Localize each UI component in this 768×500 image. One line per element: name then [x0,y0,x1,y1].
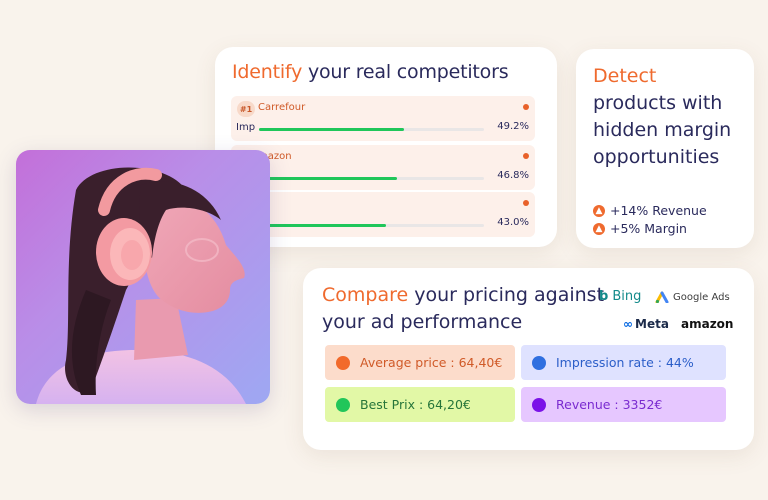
detect-title-rest: products with hidden margin opportunitie… [593,92,732,168]
identify-title-accent: Identify [232,61,303,83]
impression-percent: 46.8% [497,170,529,181]
impression-percent: 49.2% [497,121,529,132]
revenue-text: Revenue : 3352€ [556,397,663,412]
meta-logo: ∞ Meta [623,317,669,331]
bing-logo: b Bing [599,289,641,304]
detect-opportunities-card: Detect products with hidden margin oppor… [576,49,754,248]
blue-dot-icon [532,355,546,370]
identify-competitors-card: Identify your real competitors #1 Carref… [215,47,557,247]
google-ads-icon [655,291,669,303]
competitor-row[interactable]: #1 Carrefour Imp 49.2% [231,96,535,141]
status-dot [523,200,529,206]
impression-percent: 43.0% [497,217,529,228]
woman-headphones-photo [16,150,270,404]
impression-bar-track [259,128,484,131]
compare-card-title: Compare your pricing against your ad per… [322,282,622,336]
google-ads-logo: Google Ads [655,291,730,303]
competitor-row[interactable]: mazon 46.8% [231,145,535,190]
impression-bar-fill [259,177,397,180]
photo-illustration [36,167,246,404]
impression-rate-chip: Impression rate : 44% [521,345,726,380]
compare-title-accent: Compare [322,284,409,306]
amazon-logo: amazon [681,317,733,331]
amazon-logo-text: amazon [681,317,734,331]
rank-badge: #1 [237,101,255,117]
arrow-up-icon: ▲ [593,204,605,217]
margin-stat: ▲ +5% Margin [593,221,687,236]
green-dot-icon [336,397,350,412]
revenue-chip: Revenue : 3352€ [521,387,726,422]
bing-icon: b [599,289,609,304]
best-prix-text: Best Prix : 64,20€ [360,397,471,412]
meta-icon: ∞ [623,317,633,331]
arrow-up-icon: ▲ [593,222,605,235]
competitor-metric-label: Imp [236,122,256,133]
bing-logo-text: Bing [612,289,642,304]
impression-bar-track [259,177,484,180]
impression-rate-text: Impression rate : 44% [556,355,694,370]
identify-card-title: Identify your real competitors [232,61,509,83]
orange-dot-icon [336,355,350,370]
compare-title-rest: your pricing against your ad performance [322,284,605,333]
average-price-chip: Average price : 64,40€ [325,345,515,380]
google-ads-logo-text: Google Ads [673,291,730,303]
margin-stat-text: +5% Margin [610,221,687,236]
average-price-text: Average price : 64,40€ [360,355,503,370]
revenue-stat: ▲ +14% Revenue [593,203,707,218]
competitor-name: Carrefour [258,102,306,113]
impression-bar-fill [259,224,386,227]
identify-title-rest: your real competitors [302,61,509,83]
competitor-name: mazon [258,151,292,162]
status-dot [523,153,529,159]
competitor-row[interactable]: ac 43.0% [231,192,535,237]
detect-title-accent: Detect [593,65,657,87]
compare-pricing-card: Compare your pricing against your ad per… [303,268,754,450]
status-dot [523,104,529,110]
detect-card-title: Detect products with hidden margin oppor… [593,63,743,171]
impression-bar-track [259,224,484,227]
purple-dot-icon [532,397,546,412]
revenue-stat-text: +14% Revenue [610,203,707,218]
impression-bar-fill [259,128,404,131]
best-prix-chip: Best Prix : 64,20€ [325,387,515,422]
meta-logo-text: Meta [635,317,669,331]
